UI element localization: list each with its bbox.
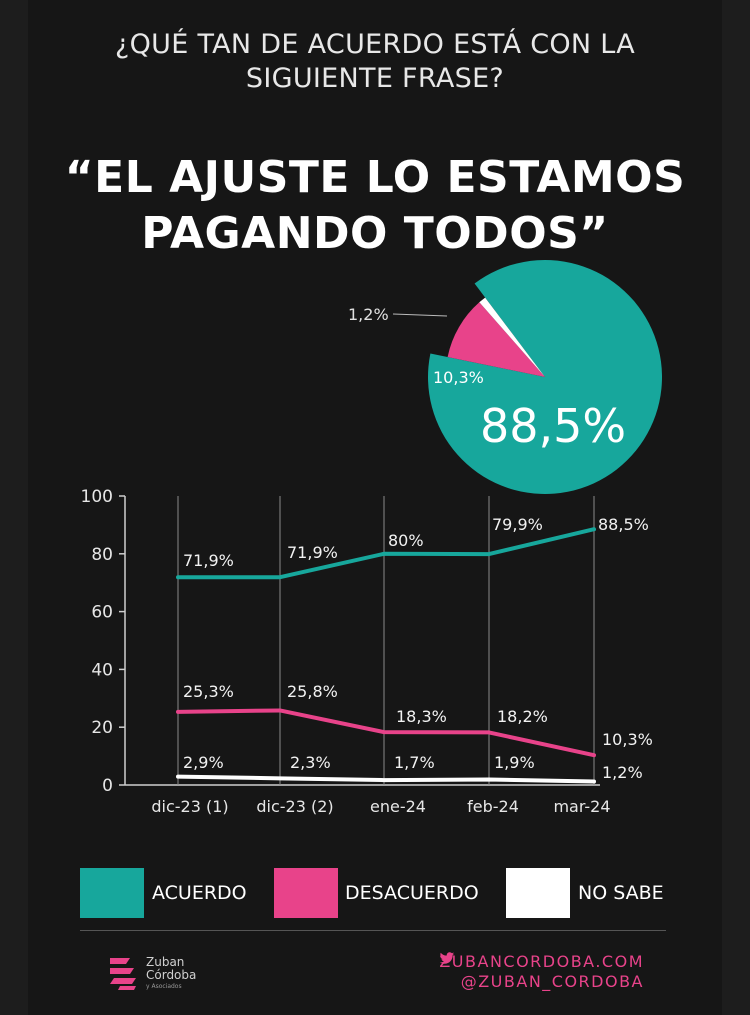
y-tick-label-100: 100 <box>81 487 113 507</box>
brand-subtitle: y Asociados <box>146 983 182 990</box>
legend-label-acuerdo: ACUERDO <box>152 882 247 904</box>
legend-label-desacuerdo: DESACUERDO <box>345 882 479 904</box>
quote-line-1: “EL AJUSTE LO ESTAMOS <box>64 152 686 203</box>
brand-name-line-1: Zuban <box>146 955 185 969</box>
data-label-desacuerdo-3: 18,2% <box>497 707 548 726</box>
charts-canvas: 88,5% 10,3% 1,2% 0 20 40 60 80 100 dic-23 (1) dic-… <box>81 259 662 816</box>
series-line-no-sabe <box>176 774 596 784</box>
legend-swatch-desacuerdo <box>274 868 338 918</box>
y-tick-label-40: 40 <box>91 660 113 680</box>
y-tick-label-20: 20 <box>91 718 113 738</box>
social-links: ZUBANCORDOBA.COM @ZUBAN_CORDOBA <box>439 952 644 992</box>
survey-question: ¿QUÉ TAN DE ACUERDO ESTÁ CON LA SIGUIENT… <box>0 28 750 96</box>
data-label-desacuerdo-4: 10,3% <box>602 730 653 749</box>
footer-divider <box>80 930 666 931</box>
data-label-acuerdo-0: 71,9% <box>183 551 234 570</box>
x-tick-label-2: ene-24 <box>370 797 426 816</box>
website-link[interactable]: ZUBANCORDOBA.COM <box>439 952 644 971</box>
y-tick-label-0: 0 <box>102 776 113 796</box>
data-label-desacuerdo-1: 25,8% <box>287 682 338 701</box>
pie-slice-acuerdo <box>428 259 662 494</box>
legend-swatch-no-sabe <box>506 868 570 918</box>
data-label-no-sabe-2: 1,7% <box>394 753 435 772</box>
question-line-1: ¿QUÉ TAN DE ACUERDO ESTÁ CON LA <box>114 29 636 60</box>
pie-slice-no-sabe <box>479 297 545 377</box>
data-label-acuerdo-1: 71,9% <box>287 543 338 562</box>
series-line-acuerdo <box>176 527 596 580</box>
data-label-acuerdo-2: 80% <box>388 531 424 550</box>
brand-name: Zuban Córdoba <box>146 956 196 982</box>
pie-slice-desacuerdo <box>447 302 545 377</box>
data-label-no-sabe-1: 2,3% <box>290 753 331 772</box>
data-label-acuerdo-3: 79,9% <box>492 515 543 534</box>
data-label-acuerdo-4: 88,5% <box>598 515 649 534</box>
twitter-handle: @ZUBAN_CORDOBA <box>460 972 644 991</box>
twitter-link[interactable]: @ZUBAN_CORDOBA <box>439 952 644 992</box>
data-label-no-sabe-3: 1,9% <box>494 753 535 772</box>
zuban-cordoba-logo-icon <box>110 958 136 990</box>
data-label-desacuerdo-0: 25,3% <box>183 682 234 701</box>
pie-leader-line-no-sabe <box>392 313 448 317</box>
survey-quote: “EL AJUSTE LO ESTAMOS PAGANDO TODOS” <box>0 150 750 262</box>
pie-label-acuerdo: 88,5% <box>480 399 626 453</box>
question-line-2: SIGUIENTE FRASE? <box>245 63 505 94</box>
data-label-desacuerdo-2: 18,3% <box>396 707 447 726</box>
data-label-no-sabe-4: 1,2% <box>602 763 643 782</box>
x-tick-label-3: feb-24 <box>467 797 519 816</box>
twitter-bird-icon <box>440 952 455 964</box>
pie-label-no-sabe: 1,2% <box>348 305 389 324</box>
x-tick-label-1: dic-23 (2) <box>256 797 333 816</box>
chart-legend: ACUERDO DESACUERDO NO SABE <box>0 868 750 920</box>
legend-label-no-sabe: NO SABE <box>578 882 664 904</box>
brand-logo: Zuban Córdoba y Asociados <box>106 952 226 996</box>
y-tick-label-60: 60 <box>91 603 113 623</box>
quote-line-2: PAGANDO TODOS” <box>141 208 609 259</box>
y-tick-label-80: 80 <box>91 545 113 565</box>
legend-swatch-acuerdo <box>80 868 144 918</box>
x-tick-label-4: mar-24 <box>553 797 610 816</box>
pie-label-desacuerdo: 10,3% <box>433 368 484 387</box>
infographic-panel <box>28 0 722 1015</box>
data-label-no-sabe-0: 2,9% <box>183 753 224 772</box>
brand-name-line-2: Córdoba <box>146 968 197 982</box>
x-tick-label-0: dic-23 (1) <box>151 797 228 816</box>
